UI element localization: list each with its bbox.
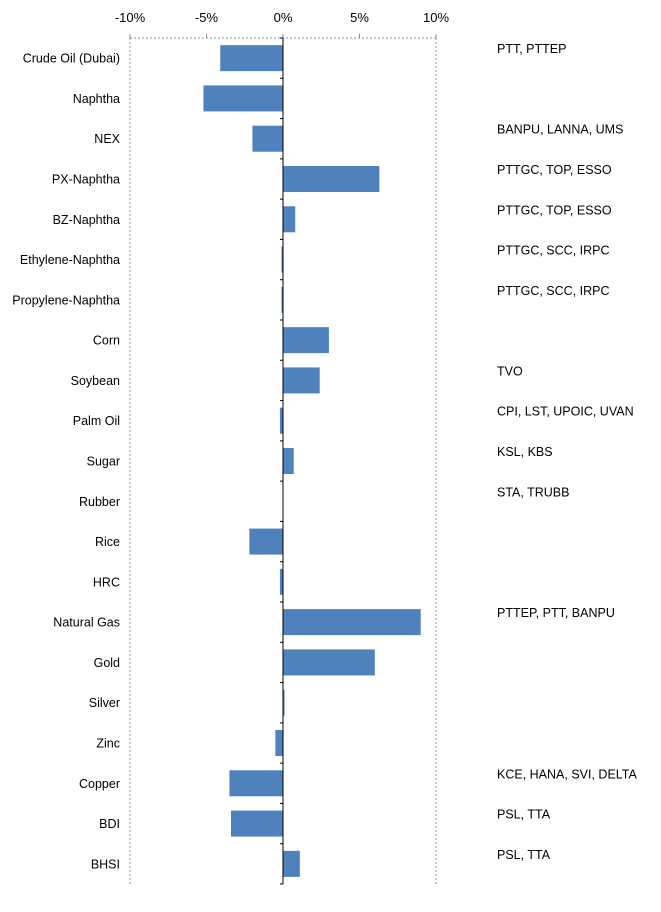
category-label: Gold bbox=[94, 656, 120, 670]
category-label: PX-Naphtha bbox=[52, 173, 120, 187]
bar bbox=[283, 166, 380, 192]
category-label: Corn bbox=[93, 334, 120, 348]
related-stock-label: PTTGC, SCC, IRPC bbox=[497, 284, 610, 298]
bar bbox=[283, 649, 375, 676]
x-tick-label: 0% bbox=[274, 10, 293, 25]
related-stock-label: KCE, HANA, SVI, DELTA bbox=[497, 767, 638, 781]
zero-axis bbox=[280, 37, 284, 885]
bar bbox=[275, 730, 283, 756]
related-stock-label: PSL, TTA bbox=[497, 808, 551, 822]
bar bbox=[249, 528, 283, 555]
bar bbox=[252, 125, 283, 152]
bar bbox=[229, 770, 283, 797]
category-label: BHSI bbox=[91, 857, 120, 871]
related-stock-label: TVO bbox=[497, 364, 523, 378]
category-label: Copper bbox=[79, 777, 120, 791]
category-label: Naphtha bbox=[73, 92, 120, 106]
x-tick-label: -5% bbox=[195, 10, 219, 25]
bar bbox=[279, 568, 283, 595]
category-label: Natural Gas bbox=[53, 616, 120, 630]
related-stock-label: PTTEP, PTT, BANPU bbox=[497, 606, 615, 620]
related-stock-label: BANPU, LANNA, UMS bbox=[497, 123, 623, 137]
related-stock-label: CPI, LST, UPOIC, UVAN bbox=[497, 405, 634, 419]
category-label: HRC bbox=[93, 575, 120, 589]
related-stock-label: PTTGC, TOP, ESSO bbox=[497, 163, 612, 177]
x-tick-label: -10% bbox=[115, 10, 146, 25]
category-label: Ethylene-Naphtha bbox=[20, 253, 120, 267]
related-stock-label: PTTGC, TOP, ESSO bbox=[497, 203, 612, 217]
bar bbox=[283, 367, 320, 394]
bar bbox=[283, 206, 296, 233]
category-label: Propylene-Naphtha bbox=[12, 293, 120, 307]
category-label: Soybean bbox=[71, 374, 120, 388]
related-stock-label: PSL, TTA bbox=[497, 848, 551, 862]
category-label: BDI bbox=[99, 817, 120, 831]
bar bbox=[283, 850, 300, 877]
x-tick-label: 10% bbox=[423, 10, 449, 25]
related-stock-label: STA, TRUBB bbox=[497, 485, 569, 499]
category-label: Rubber bbox=[79, 495, 120, 509]
category-label: NEX bbox=[94, 132, 120, 146]
related-stock-label: PTTGC, SCC, IRPC bbox=[497, 244, 610, 258]
bar bbox=[283, 609, 421, 636]
x-tick-label: 5% bbox=[350, 10, 369, 25]
category-label: BZ-Naphtha bbox=[53, 213, 120, 227]
category-label: Sugar bbox=[87, 455, 120, 469]
bar bbox=[279, 407, 283, 434]
related-stock-label: KSL, KBS bbox=[497, 445, 553, 459]
category-label: Zinc bbox=[96, 737, 120, 751]
bar bbox=[283, 689, 285, 716]
related-stock-labels: PTT, PTTEP BANPU, LANNA, UMS PTTGC, TOP, E… bbox=[497, 42, 638, 862]
bar bbox=[230, 810, 283, 837]
x-tick-labels: -10% -5% 0% 5% 10% bbox=[115, 10, 449, 38]
category-label: Rice bbox=[95, 535, 120, 549]
bar bbox=[283, 327, 329, 354]
bar bbox=[203, 85, 283, 112]
bars bbox=[203, 45, 421, 877]
bar bbox=[283, 448, 294, 474]
category-label: Silver bbox=[89, 696, 120, 710]
bar bbox=[281, 246, 283, 273]
category-label: Crude Oil (Dubai) bbox=[23, 52, 120, 66]
bar bbox=[281, 286, 283, 313]
related-stock-label: PTT, PTTEP bbox=[497, 42, 566, 56]
category-labels: Crude Oil (Dubai) Naphtha NEX PX-Naphtha BZ-… bbox=[12, 52, 120, 872]
bar bbox=[220, 45, 283, 72]
category-label: Palm Oil bbox=[73, 414, 120, 428]
